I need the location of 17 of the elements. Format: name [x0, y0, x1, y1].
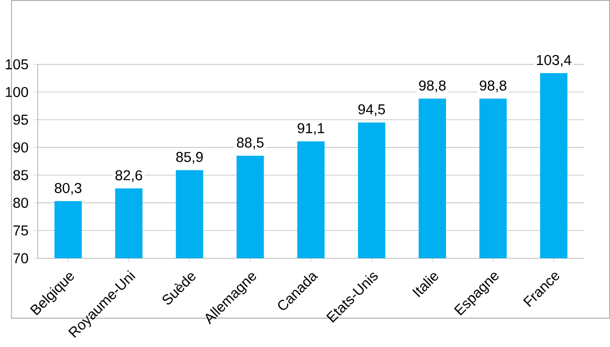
data-label: 98,8: [419, 80, 446, 92]
data-label: 88,5: [236, 137, 264, 150]
data-label: 91,1: [298, 122, 324, 135]
data-label: 80,3: [54, 182, 82, 195]
data-label: 85,9: [176, 152, 203, 164]
y-tick-label: 100: [6, 86, 28, 97]
data-label: 82,6: [116, 170, 142, 182]
data-label: 94,5: [358, 104, 385, 116]
y-tick-label: 85: [13, 170, 28, 180]
y-tick-label: 75: [13, 225, 28, 236]
y-tick-label: 90: [13, 142, 28, 152]
y-tick-label: 70: [13, 252, 28, 264]
y-tick-label: 95: [13, 114, 28, 125]
y-tick-label: 105: [6, 59, 28, 70]
data-label: 98,8: [480, 80, 506, 92]
y-tick-label: 80: [13, 198, 28, 208]
data-label: 103,4: [536, 54, 572, 67]
